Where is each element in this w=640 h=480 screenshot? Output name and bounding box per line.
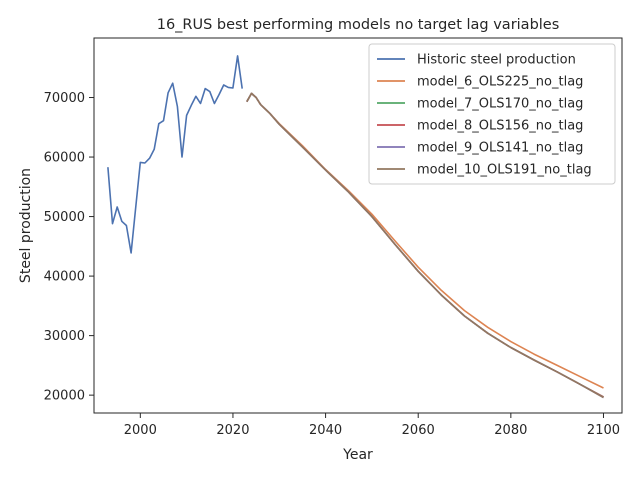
y-tick-label: 30000 [44, 329, 85, 344]
x-tick-label: 2060 [402, 423, 435, 438]
y-tick-label: 20000 [44, 389, 85, 404]
x-tick-label: 2000 [124, 423, 157, 438]
y-tick-label: 70000 [44, 91, 85, 106]
y-tick-label: 40000 [44, 270, 85, 285]
plot-frame [93, 37, 623, 414]
legend-box [368, 43, 616, 185]
legend-label: model_7_OLS170_no_tlag [417, 97, 583, 112]
y-tick-label: 50000 [44, 210, 85, 225]
x-axis-label: Year [342, 447, 373, 463]
plot-area [107, 55, 604, 399]
y-axis-label: Steel production [18, 168, 34, 283]
legend-label: Historic steel production [417, 53, 576, 68]
x-tick-label: 2100 [587, 423, 620, 438]
x-tick-label: 2020 [216, 423, 249, 438]
chart-title: 16_RUS best performing models no target … [157, 17, 560, 33]
legend: Historic steel production model_6_OLS225_… [368, 43, 616, 185]
legend-label: model_8_OLS156_no_tlag [417, 119, 583, 134]
x-tick-label: 2040 [309, 423, 342, 438]
x-tick-label: 2080 [494, 423, 527, 438]
x-axis: 2000 2020 2040 2060 2080 2100 [124, 413, 620, 438]
series-line-0 [107, 55, 243, 254]
y-tick-label: 60000 [44, 151, 85, 166]
legend-label: model_6_OLS225_no_tlag [417, 75, 583, 90]
legend-label: model_10_OLS191_no_tlag [417, 163, 592, 178]
y-axis: 20000 30000 40000 50000 60000 70000 [44, 91, 94, 404]
legend-label: model_9_OLS141_no_tlag [417, 141, 583, 156]
series-line-5 [246, 92, 604, 399]
